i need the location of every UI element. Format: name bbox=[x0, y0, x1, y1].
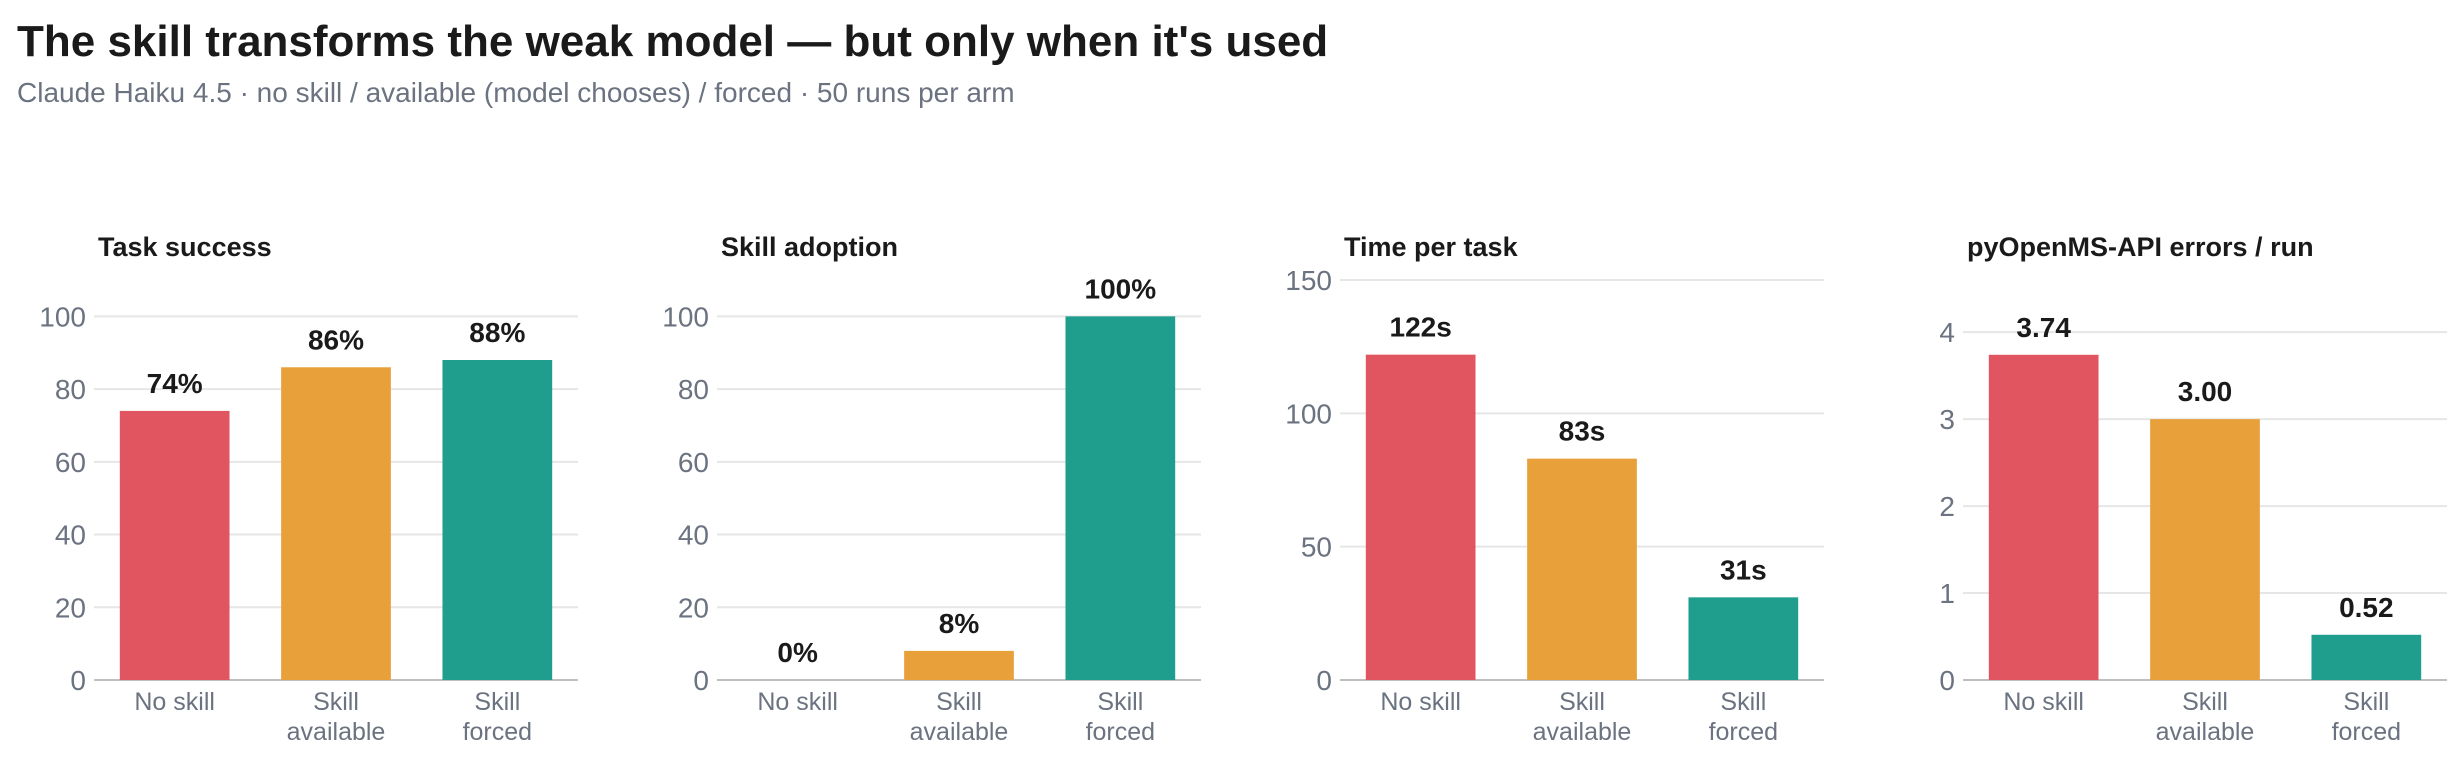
y-tick-label: 100 bbox=[1285, 398, 1332, 429]
x-tick-label: No skill bbox=[1380, 688, 1461, 716]
y-tick-label: 150 bbox=[1285, 265, 1332, 296]
value-label: 86% bbox=[308, 324, 364, 355]
value-label: 31s bbox=[1720, 554, 1767, 585]
x-tick-label: Skill forced bbox=[2332, 688, 2401, 746]
figure-title: The skill transforms the weak model — bu… bbox=[17, 17, 1328, 66]
x-tick-label: Skill available bbox=[2156, 688, 2255, 746]
y-tick-label: 2 bbox=[1939, 491, 1955, 522]
value-label: 88% bbox=[469, 317, 525, 348]
y-tick-label: 40 bbox=[678, 520, 709, 551]
x-tick-label: Skill forced bbox=[1709, 688, 1778, 746]
x-tick-label: Skill forced bbox=[463, 688, 532, 746]
y-tick-label: 100 bbox=[39, 301, 86, 332]
y-tick-label: 4 bbox=[1939, 317, 1955, 348]
bar bbox=[442, 360, 553, 680]
bar bbox=[119, 410, 230, 680]
y-tick-label: 20 bbox=[678, 592, 709, 623]
y-tick-label: 40 bbox=[55, 520, 86, 551]
y-tick-label: 0 bbox=[1316, 665, 1332, 696]
x-tick-label: No skill bbox=[2003, 688, 2084, 716]
value-label: 8% bbox=[939, 608, 980, 639]
figure-subtitle: Claude Haiku 4.5 · no skill / available … bbox=[17, 77, 1015, 108]
bar bbox=[1065, 316, 1176, 680]
value-label: 100% bbox=[1085, 273, 1157, 304]
y-tick-label: 0 bbox=[70, 665, 86, 696]
bar bbox=[1527, 458, 1637, 680]
value-label: 3.00 bbox=[2178, 376, 2233, 407]
value-label: 83s bbox=[1559, 416, 1606, 447]
bar bbox=[281, 367, 391, 680]
x-tick-label: Skill available bbox=[910, 688, 1009, 746]
value-label: 3.74 bbox=[2016, 312, 2071, 343]
y-tick-label: 0 bbox=[693, 665, 709, 696]
y-tick-label: 3 bbox=[1939, 404, 1955, 435]
x-tick-label: No skill bbox=[757, 688, 838, 716]
y-tick-label: 20 bbox=[55, 592, 86, 623]
x-tick-label: Skill forced bbox=[1086, 688, 1155, 746]
value-label: 122s bbox=[1390, 312, 1452, 343]
y-tick-label: 50 bbox=[1301, 532, 1332, 563]
value-label: 0.52 bbox=[2339, 592, 2394, 623]
panel-title: Task success bbox=[98, 232, 272, 262]
bar bbox=[1688, 597, 1799, 680]
y-tick-label: 60 bbox=[55, 447, 86, 478]
bar bbox=[904, 650, 1014, 680]
panel-title: pyOpenMS-API errors / run bbox=[1967, 232, 2314, 262]
y-tick-label: 100 bbox=[662, 301, 709, 332]
x-tick-label: No skill bbox=[134, 688, 215, 716]
y-tick-label: 80 bbox=[678, 374, 709, 405]
bar bbox=[2150, 419, 2260, 680]
bar bbox=[2311, 634, 2422, 680]
y-tick-label: 1 bbox=[1939, 578, 1955, 609]
x-tick-label: Skill available bbox=[287, 688, 386, 746]
x-tick-label: Skill available bbox=[1533, 688, 1632, 746]
value-label: 74% bbox=[147, 368, 203, 399]
y-tick-label: 80 bbox=[55, 374, 86, 405]
panel-title: Time per task bbox=[1344, 232, 1519, 262]
panel-title: Skill adoption bbox=[721, 232, 898, 262]
bar bbox=[1988, 354, 2099, 680]
y-tick-label: 60 bbox=[678, 447, 709, 478]
value-label: 0% bbox=[777, 637, 818, 668]
y-tick-label: 0 bbox=[1939, 665, 1955, 696]
bar bbox=[1365, 354, 1476, 680]
